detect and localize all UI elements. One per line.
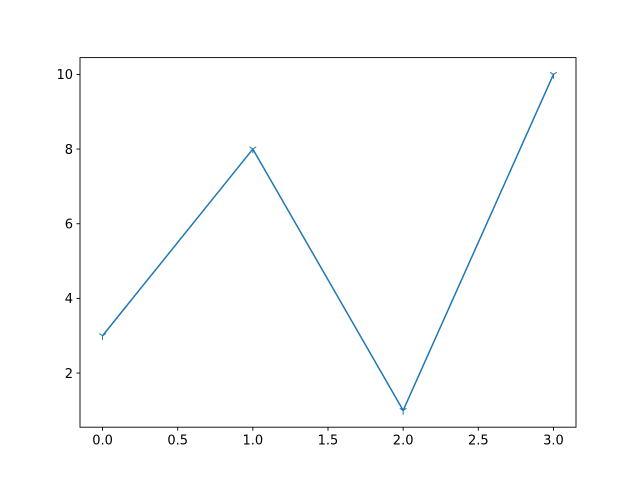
data-point-marker: [549, 71, 558, 79]
x-tick-label: 1.0: [243, 434, 264, 449]
x-tick-label: 3.0: [543, 434, 564, 449]
data-line: [101, 73, 555, 412]
x-tick-label: 0.5: [167, 434, 188, 449]
y-tick-label: 8: [65, 143, 73, 158]
x-tick-label: 0.0: [92, 434, 113, 449]
axes-background: [80, 57, 576, 428]
y-tick-label: 4: [65, 292, 73, 307]
data-point-marker: [249, 146, 257, 154]
x-tick-label: 2.5: [468, 434, 489, 449]
data-point-marker: [98, 333, 107, 340]
x-tick-label: 1.5: [318, 434, 339, 449]
x-tick-label: 2.0: [393, 434, 414, 449]
y-tick-label: 10: [56, 68, 73, 83]
data-point-marker: [399, 407, 407, 415]
y-tick-label: 6: [65, 217, 73, 232]
y-tick-label: 2: [65, 367, 73, 382]
